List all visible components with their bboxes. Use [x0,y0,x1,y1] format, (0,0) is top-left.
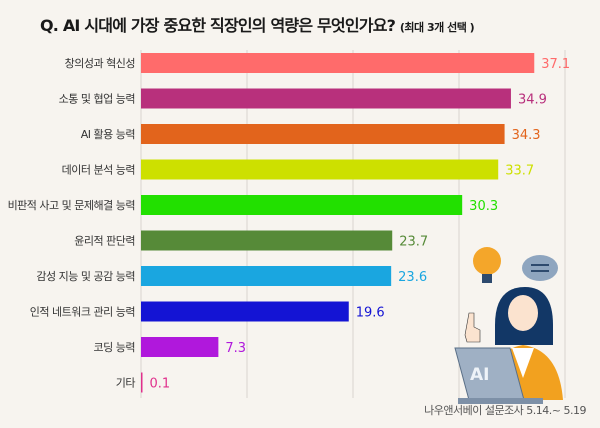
bar [141,266,392,286]
category-label: 데이터 분석 능력 [62,164,135,177]
title-main: Q. AI 시대에 가장 중요한 직장인의 역량은 무엇인가요? [40,16,396,35]
category-label: 인적 네트워크 관리 능력 [30,306,135,319]
value-label: 7.3 [225,341,246,356]
category-label: 코딩 능력 [94,341,135,354]
bar [141,230,393,251]
value-label: 33.7 [505,164,534,179]
category-label: 비판적 사고 및 문제해결 능력 [8,198,135,212]
value-label: 34.3 [512,128,541,143]
illustration: AI [454,247,563,404]
category-label: AI 활용 능력 [81,127,135,141]
bar [141,372,143,393]
value-label: 34.9 [518,93,547,108]
bar [141,53,535,73]
laptop-ai-text: AI [470,365,489,385]
bar [141,124,505,144]
category-label: 감성 지능 및 공감 능력 [36,270,135,283]
value-label: 23.7 [399,235,428,250]
value-label: 23.6 [398,270,427,285]
bar [141,88,511,109]
category-label: 소통 및 협업 능력 [59,93,135,106]
pointing-hand [464,312,481,343]
source-note: 나우앤서베이 설문조사 5.14.~ 5.19 [424,404,586,417]
category-label: 기타 [116,377,136,390]
lightbulb-base [482,274,492,283]
value-label: 30.3 [469,199,498,214]
category-label: 윤리적 판단력 [74,235,135,248]
bar [141,159,499,180]
chart-title: Q. AI 시대에 가장 중요한 직장인의 역량은 무엇인가요? (최대 3개 … [40,12,475,36]
value-label: 0.1 [150,377,171,392]
bar [141,301,349,322]
bar [141,337,219,357]
lightbulb-icon [473,247,501,275]
bar [141,195,463,215]
speech-bubble-icon [522,255,558,281]
title-sub: (최대 3개 선택 ) [399,21,475,34]
person-face [508,295,538,331]
value-label: 37.1 [541,57,570,72]
value-label: 19.6 [356,306,385,321]
category-label: 창의성과 혁신성 [65,57,135,70]
